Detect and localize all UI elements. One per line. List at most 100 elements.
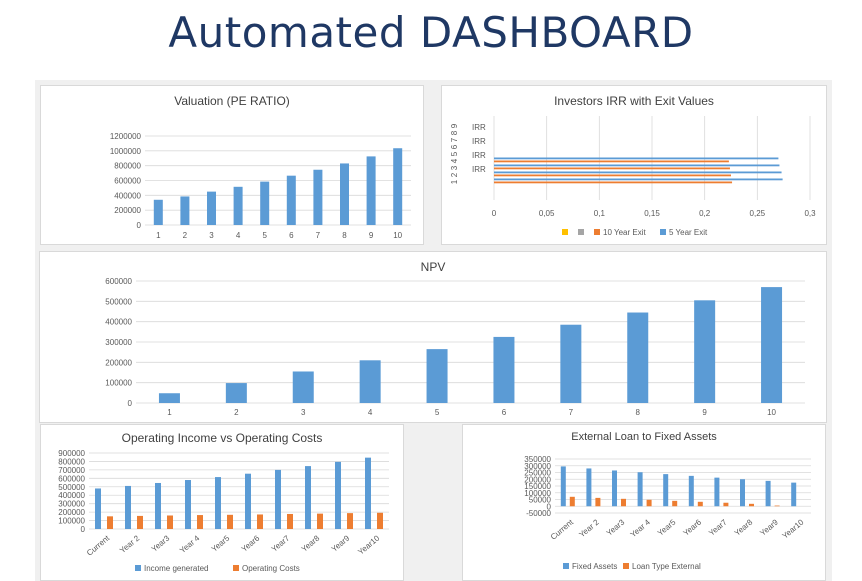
- x-tick-label: Year 4: [629, 517, 653, 539]
- bar: [426, 349, 448, 403]
- bar: [260, 181, 270, 225]
- x-tick-label: Year8: [733, 517, 755, 537]
- bar: [95, 488, 101, 529]
- bar: [494, 171, 782, 174]
- bar: [494, 181, 733, 184]
- bar: [560, 466, 566, 507]
- x-tick-label: 6: [289, 231, 294, 240]
- x-tick-label: Year6: [682, 517, 704, 537]
- x-tick-label: Year7: [707, 517, 729, 537]
- x-tick-label: 9: [369, 231, 374, 240]
- y-tick-label: 600000: [114, 177, 141, 186]
- bar: [167, 515, 173, 529]
- bar: [215, 477, 221, 529]
- bar: [672, 500, 678, 507]
- x-tick-label: 0,2: [699, 209, 711, 218]
- bar: [158, 393, 180, 403]
- npv-chart: NPV 0 100000 200000 300000 400000 500000 600000…: [105, 260, 805, 417]
- x-tick-label: 3: [209, 231, 214, 240]
- y-tick-label: 500000: [58, 483, 85, 492]
- x-tick-label: 4: [236, 231, 241, 240]
- chart-title: Investors IRR with Exit Values: [554, 94, 714, 108]
- legend-label: Income generated: [144, 564, 209, 573]
- x-tick-label: 6: [502, 408, 507, 417]
- x-tick-label: Year5: [656, 517, 678, 537]
- x-tick-label: 0,3: [804, 209, 816, 218]
- bar: [155, 482, 161, 529]
- bar: [180, 196, 190, 225]
- bar: [586, 468, 592, 507]
- bar: [569, 496, 575, 507]
- external-loan-chart: External Loan to Fixed Assets -5000005000…: [524, 431, 811, 571]
- bar: [347, 513, 353, 529]
- y-tick-label: 250000: [524, 469, 551, 478]
- bar: [494, 178, 783, 181]
- bar: [494, 174, 731, 177]
- bar: [340, 163, 349, 225]
- y-tick-label: 100000: [524, 489, 551, 498]
- bar: [494, 164, 780, 167]
- bar: [740, 479, 745, 507]
- bar: [560, 324, 582, 403]
- x-tick-label: 10: [393, 231, 402, 240]
- bar: [494, 167, 730, 170]
- legend-label: 10 Year Exit: [603, 228, 646, 237]
- y-tick-label: 0: [137, 221, 142, 230]
- legend-swatch: [623, 563, 629, 569]
- x-tick-label: Year3: [605, 517, 627, 537]
- x-tick-label: Current: [85, 533, 112, 558]
- y-category-label: 7: [450, 137, 459, 142]
- x-tick-label: 0,05: [539, 209, 555, 218]
- y-tick-label: 300000: [58, 500, 85, 509]
- bar: [365, 457, 371, 529]
- x-tick-label: 5: [435, 408, 440, 417]
- y-tick-label: 200000: [114, 206, 141, 215]
- chart-title: Operating Income vs Operating Costs: [122, 431, 323, 445]
- x-tick-label: Year 2: [577, 517, 601, 539]
- legend-swatch: [135, 565, 141, 571]
- y-tick-label: 200000: [105, 358, 132, 367]
- bar: [646, 499, 652, 507]
- x-tick-label: Year10: [781, 517, 806, 540]
- y-tick-label: 200000: [58, 508, 85, 517]
- y-tick-label: 150000: [524, 482, 551, 491]
- bar: [714, 477, 720, 507]
- x-tick-label: 0,15: [644, 209, 660, 218]
- x-tick-label: 2: [234, 408, 239, 417]
- bar: [359, 360, 381, 403]
- y-tick-label: 700000: [58, 466, 85, 475]
- x-tick-label: 0,1: [594, 209, 606, 218]
- x-tick-label: 3: [301, 408, 306, 417]
- x-tick-label: 8: [342, 231, 347, 240]
- y-tick-label: 350000: [524, 455, 551, 464]
- x-tick-label: Year9: [330, 533, 352, 553]
- bar: [137, 515, 143, 529]
- y-tick-label: 50000: [529, 496, 552, 505]
- x-tick-label: Year9: [758, 517, 780, 537]
- bar: [694, 300, 716, 403]
- bar: [493, 336, 515, 403]
- legend-swatch: [563, 563, 569, 569]
- bar: [286, 175, 296, 225]
- y-category-label: 2: [450, 172, 459, 177]
- bar: [697, 501, 703, 507]
- bar: [275, 469, 281, 529]
- y-tick-label: 600000: [58, 474, 85, 483]
- y-category-label: 9: [450, 123, 459, 128]
- bar: [197, 515, 203, 529]
- bar: [153, 199, 163, 225]
- y-tick-label: 1200000: [110, 132, 142, 141]
- x-tick-label: Year 4: [178, 533, 202, 555]
- y-tick-label: 100000: [58, 517, 85, 526]
- bar: [257, 514, 263, 529]
- bar: [595, 497, 601, 507]
- opincome-chart-card: Operating Income vs Operating Costs 0 1000…: [40, 424, 404, 581]
- bar: [612, 470, 617, 507]
- bar: [207, 191, 216, 225]
- y-category-label: 6: [450, 144, 459, 149]
- bar: [227, 514, 233, 529]
- page-title: Automated DASHBOARD: [168, 8, 694, 57]
- x-tick-label: Year8: [300, 533, 322, 553]
- bar: [377, 512, 383, 529]
- bar: [317, 513, 323, 529]
